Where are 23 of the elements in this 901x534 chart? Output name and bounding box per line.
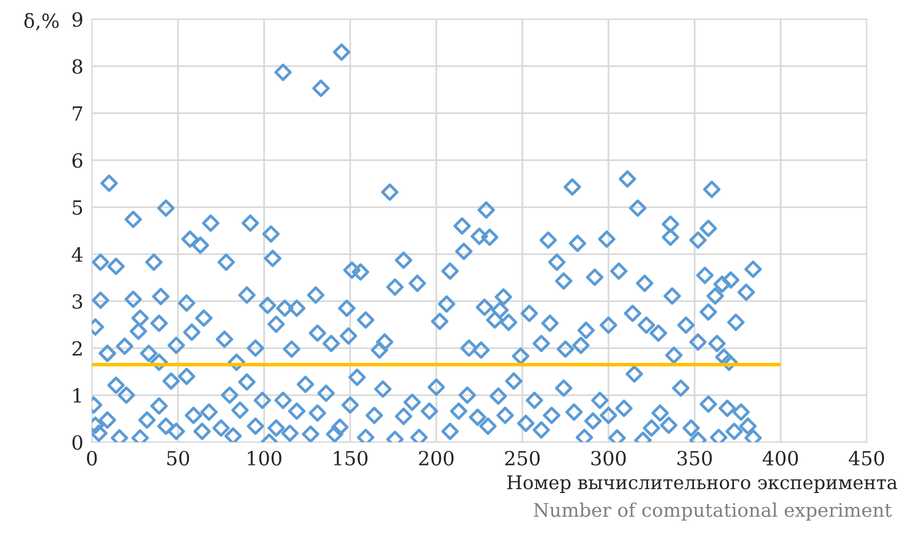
y-tick-label: 7 [72, 106, 82, 121]
y-tick-label: 9 [72, 12, 82, 27]
x-axis-title: Номер вычислительного эксперимента [507, 475, 898, 494]
x-tick-label: 50 [167, 450, 190, 466]
x-tick-label: 200 [419, 450, 454, 466]
y-tick-label: 5 [72, 200, 82, 215]
x-tick-label: 400 [762, 450, 798, 466]
x-tick-label: 0 [87, 450, 97, 466]
x-tick-label: 250 [505, 450, 540, 466]
y-tick-label: 2 [72, 341, 82, 356]
y-tick-label: 6 [72, 153, 82, 168]
x-tick-label: 150 [334, 450, 368, 466]
y-axis-title: δ,% [24, 12, 59, 31]
y-tick-label: 8 [72, 59, 82, 74]
text: Number of computational experiment [534, 502, 892, 521]
y-tick-label: 0 [72, 435, 82, 450]
y-tick-label: 3 [72, 294, 82, 309]
y-tick-label: 1 [74, 388, 81, 403]
x-tick-label: 350 [677, 450, 712, 466]
x-tick-label: 450 [848, 450, 884, 466]
x-tick-label: 100 [248, 450, 282, 466]
y-tick-label: 4 [72, 247, 83, 262]
x-tick-label: 300 [591, 450, 626, 466]
